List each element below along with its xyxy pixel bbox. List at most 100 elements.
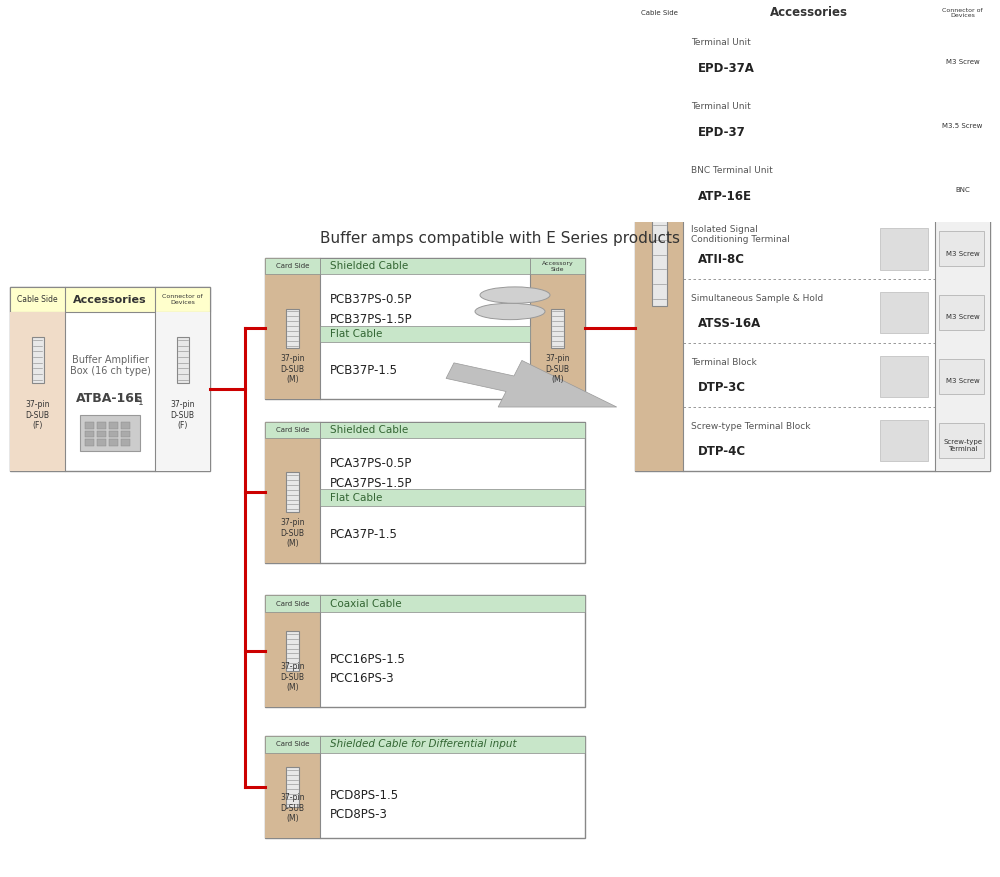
Text: PCD8PS-3: PCD8PS-3 [330, 809, 388, 821]
Bar [286, 473, 299, 512]
Text: 37-pin
D-SUB
(M): 37-pin D-SUB (M) [280, 662, 305, 692]
Text: PCB37P-1.5: PCB37P-1.5 [330, 364, 398, 377]
Bar [97, 431, 106, 438]
Text: BNC Terminal Unit: BNC Terminal Unit [691, 166, 773, 175]
Text: Flat Cable: Flat Cable [330, 493, 382, 503]
Text: Terminal Unit: Terminal Unit [691, 38, 751, 47]
Text: Accessories: Accessories [73, 295, 147, 305]
Text: Connector of
Devices: Connector of Devices [162, 295, 203, 305]
Text: PCA37PS-0.5P: PCA37PS-0.5P [330, 457, 412, 470]
FancyBboxPatch shape [530, 258, 585, 399]
FancyBboxPatch shape [880, 228, 928, 269]
FancyBboxPatch shape [320, 422, 585, 438]
Text: Cable Side: Cable Side [17, 296, 58, 304]
Text: PCD8PS-1.5: PCD8PS-1.5 [330, 788, 399, 802]
FancyBboxPatch shape [320, 325, 530, 342]
Text: Isolated Signal
Conditioning Terminal: Isolated Signal Conditioning Terminal [691, 225, 790, 244]
Text: Card Side: Card Side [276, 601, 309, 607]
Text: M3 Screw: M3 Screw [946, 378, 979, 384]
Text: 37-pin
D-SUB
(M): 37-pin D-SUB (M) [280, 354, 305, 384]
FancyBboxPatch shape [939, 295, 984, 331]
Bar [286, 309, 299, 348]
Text: M3 Screw: M3 Screw [946, 251, 979, 257]
Text: Terminal Block: Terminal Block [691, 358, 757, 367]
FancyBboxPatch shape [265, 422, 585, 562]
Text: EPD-37: EPD-37 [698, 125, 746, 139]
Text: Shielded Cable: Shielded Cable [330, 261, 408, 271]
FancyBboxPatch shape [265, 422, 320, 562]
Text: PCB37PS-0.5P: PCB37PS-0.5P [330, 294, 413, 306]
FancyBboxPatch shape [155, 312, 210, 471]
Text: ATSS-16A: ATSS-16A [698, 317, 761, 331]
Bar [109, 423, 118, 429]
Text: M3 Screw: M3 Screw [946, 315, 979, 320]
Bar [121, 431, 130, 438]
FancyBboxPatch shape [265, 736, 585, 838]
FancyBboxPatch shape [265, 258, 320, 275]
Bar [32, 337, 44, 382]
FancyBboxPatch shape [265, 595, 320, 707]
FancyBboxPatch shape [265, 422, 320, 438]
FancyBboxPatch shape [265, 595, 585, 707]
Text: 37-pin
D-SUB
(M): 37-pin D-SUB (M) [545, 354, 570, 384]
FancyBboxPatch shape [880, 420, 928, 461]
Text: DTP-3C: DTP-3C [698, 381, 746, 395]
Text: Card Side: Card Side [276, 741, 309, 747]
Text: ATBA-16E: ATBA-16E [76, 392, 144, 404]
FancyBboxPatch shape [265, 736, 320, 752]
FancyBboxPatch shape [939, 359, 984, 394]
FancyBboxPatch shape [880, 36, 928, 78]
FancyBboxPatch shape [635, 3, 990, 24]
Ellipse shape [475, 303, 545, 319]
Text: Coaxial Cable: Coaxial Cable [330, 598, 402, 609]
FancyBboxPatch shape [635, 3, 990, 471]
Text: Shielded Cable: Shielded Cable [330, 424, 408, 435]
Text: DTP-4C: DTP-4C [698, 446, 746, 458]
Text: Flat Cable: Flat Cable [330, 329, 382, 339]
Text: ATP-16E: ATP-16E [698, 189, 752, 203]
FancyBboxPatch shape [635, 24, 683, 471]
Text: 37-pin
D-SUB
(F): 37-pin D-SUB (F) [25, 401, 50, 431]
Bar [177, 337, 189, 382]
FancyBboxPatch shape [10, 312, 65, 471]
FancyBboxPatch shape [530, 258, 585, 275]
Text: Simultaneous Sample & Hold: Simultaneous Sample & Hold [691, 294, 823, 303]
FancyBboxPatch shape [939, 232, 984, 267]
Text: PCA37PS-1.5P: PCA37PS-1.5P [330, 477, 413, 490]
Bar [121, 423, 130, 429]
Bar [97, 439, 106, 446]
Text: M3.5 Screw: M3.5 Screw [942, 123, 983, 129]
Bar [286, 767, 299, 807]
Ellipse shape [480, 287, 550, 303]
Text: Buffer amps compatible with E Series products: Buffer amps compatible with E Series pro… [320, 231, 680, 246]
Bar [85, 431, 94, 438]
FancyBboxPatch shape [265, 736, 320, 838]
FancyBboxPatch shape [265, 595, 320, 611]
Bar [109, 439, 118, 446]
FancyBboxPatch shape [320, 489, 585, 506]
FancyBboxPatch shape [939, 423, 984, 458]
FancyBboxPatch shape [265, 258, 585, 399]
FancyBboxPatch shape [80, 415, 140, 451]
FancyBboxPatch shape [10, 288, 210, 471]
Bar [85, 423, 94, 429]
FancyBboxPatch shape [320, 258, 530, 275]
Text: PCA37P-1.5: PCA37P-1.5 [330, 528, 398, 540]
FancyBboxPatch shape [880, 292, 928, 333]
Text: PCC16PS-1.5: PCC16PS-1.5 [330, 652, 406, 666]
FancyBboxPatch shape [939, 103, 984, 139]
Text: Accessory
Side: Accessory Side [542, 260, 573, 272]
Bar [97, 423, 106, 429]
Text: M3 Screw: M3 Screw [946, 59, 979, 65]
Bar [286, 631, 299, 671]
Bar [109, 431, 118, 438]
Bar [121, 439, 130, 446]
Text: Buffer Amplifier
Box (16 ch type): Buffer Amplifier Box (16 ch type) [70, 354, 150, 376]
Text: PCC16PS-3: PCC16PS-3 [330, 673, 395, 685]
Text: *1: *1 [135, 398, 144, 407]
Text: BNC: BNC [955, 187, 970, 193]
Text: 37-pin
D-SUB
(M): 37-pin D-SUB (M) [280, 518, 305, 548]
FancyArrow shape [446, 360, 617, 407]
FancyBboxPatch shape [320, 736, 585, 752]
Text: Accessories: Accessories [770, 6, 848, 19]
